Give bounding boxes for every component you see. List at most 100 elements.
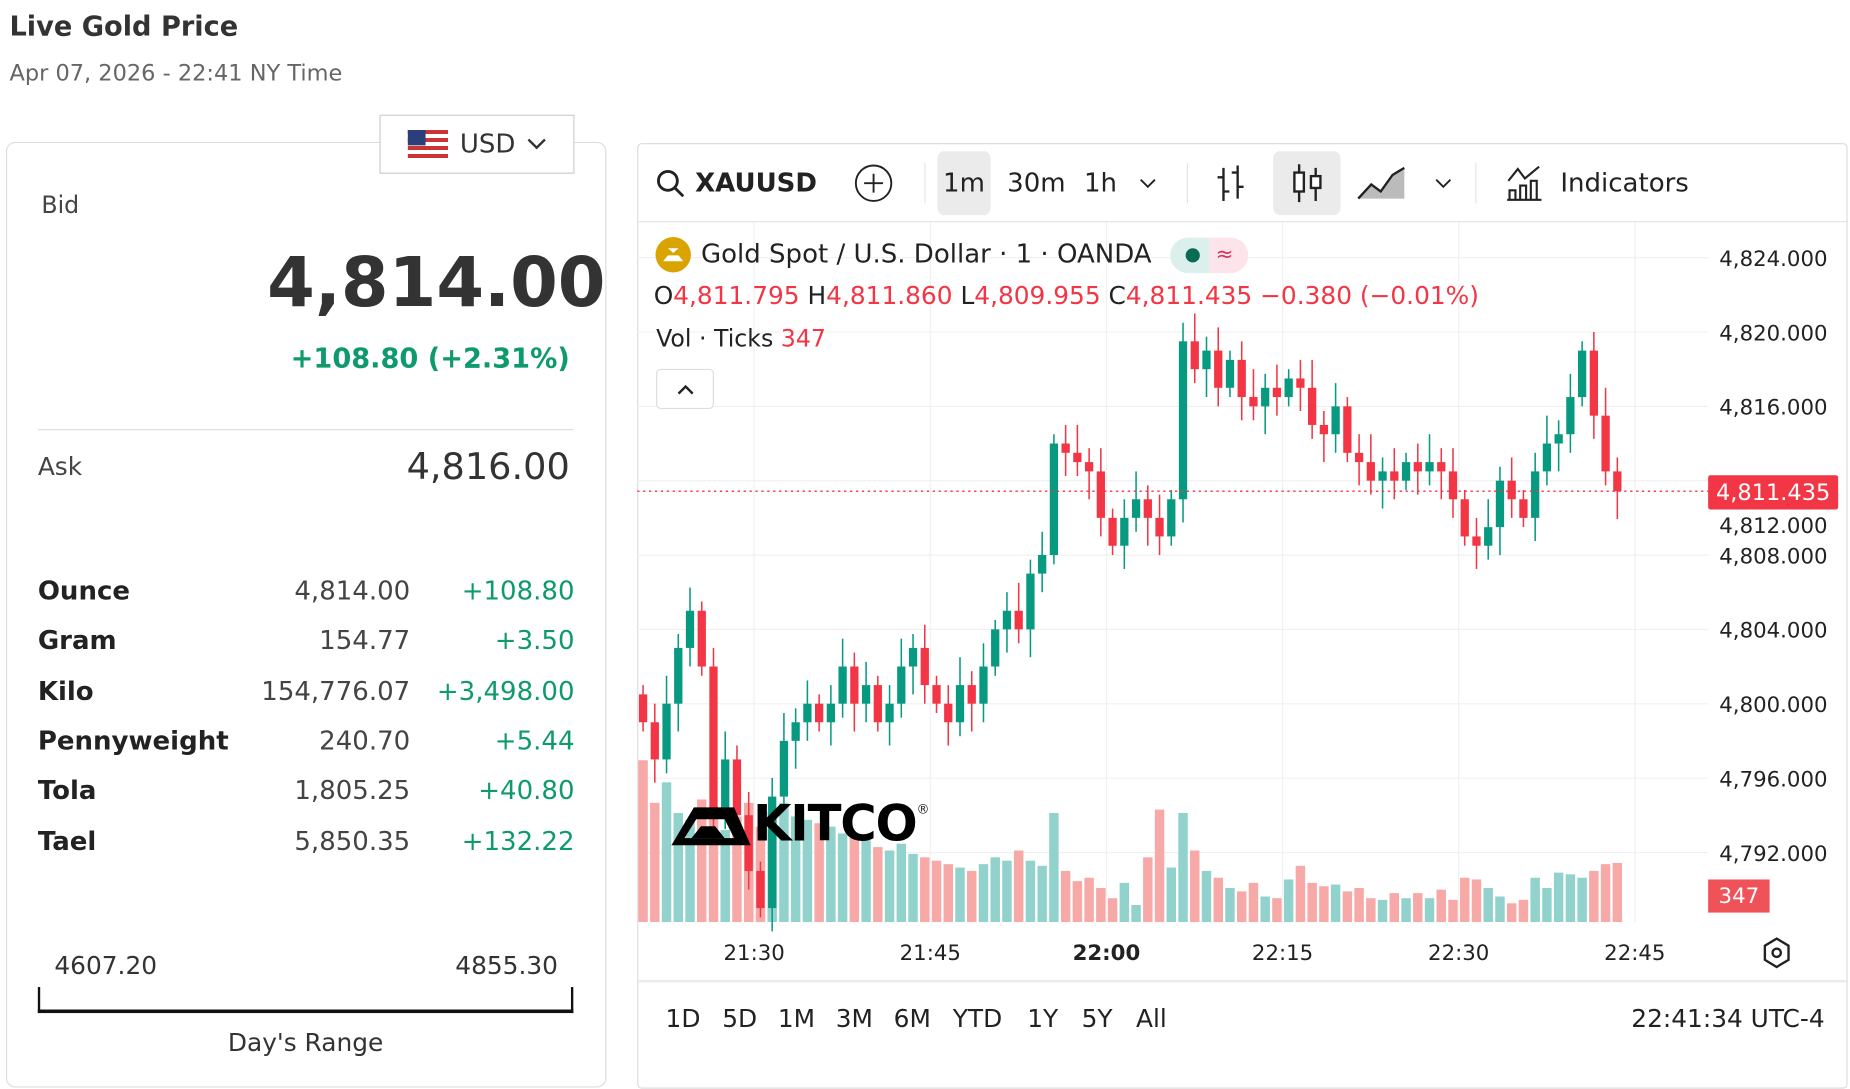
volume-bar [1354,887,1364,923]
volume-bar [1178,813,1188,923]
range-5y[interactable]: 5Y [1081,1004,1113,1034]
candle-body [826,703,836,723]
range-1d[interactable]: 1D [665,1004,701,1034]
volume-bar [697,799,707,923]
interval-1m[interactable]: 1m [937,151,991,216]
range-all[interactable]: All [1135,1004,1167,1034]
candle-body [1038,555,1047,574]
volume-bar [1013,850,1024,923]
chart-type-dropdown[interactable] [1435,151,1452,215]
volume-bar [1436,889,1446,923]
volume-bar [1377,899,1388,923]
interval-30m[interactable]: 30m [1007,168,1066,199]
last-price-label: 4,811.435 [1708,475,1839,510]
volume-bar [1506,903,1517,923]
kitco-logo: KITCO ® [668,794,930,852]
range-5d[interactable]: 5D [722,1004,758,1034]
candle-chart-type-button[interactable] [1273,151,1341,216]
y-tick-label: 4,812.000 [1719,514,1827,539]
range-1m[interactable]: 1M [777,1004,816,1034]
candle-body [1237,359,1246,398]
candle-body [838,666,847,704]
volume-bar [1096,887,1106,923]
candle-body [1613,471,1622,492]
y-tick-label: 4,816.000 [1719,396,1827,421]
volume-bar [1190,850,1200,923]
symbol-label: XAUUSD [695,168,818,199]
bar-chart-type-button[interactable] [1213,151,1248,215]
volume-bar [1471,879,1482,923]
volume-bar [1483,887,1493,923]
unit-value: 154.77 [319,626,411,657]
candle-body [1495,480,1505,528]
volume-bar [1107,898,1118,923]
candle-body [1178,341,1188,500]
x-tick-label: 22:30 [1428,941,1489,966]
y-tick-label: 4,792.000 [1719,842,1827,867]
chart-settings-button[interactable] [1761,936,1792,974]
candle-body [861,685,871,704]
area-chart-type-button[interactable] [1357,151,1407,215]
candle-body [955,685,965,723]
unit-change: +3,498.00 [436,676,575,707]
volume-bar [1295,865,1306,923]
range-ytd[interactable]: YTD [952,1004,1003,1034]
candle-body [1448,471,1458,500]
last-volume-label: 347 [1708,879,1770,913]
x-tick-label: 21:30 [724,941,785,966]
interval-dropdown[interactable] [1140,151,1157,215]
price-chart[interactable]: 21:30 21:45 22:00 22:15 22:30 22:45 4,824.000 4… [637,222,1847,979]
volume-bar [1002,860,1012,923]
collapse-legend-button[interactable] [656,368,714,410]
unit-value: 154,776.07 [261,676,411,707]
indicators-button[interactable]: Indicators [1506,151,1689,215]
ask-price: 4,816.00 [406,445,570,489]
volume-bar [1307,882,1317,923]
x-tick-label: 22:00 [1073,941,1141,966]
volume-bar [1131,905,1141,923]
volume-bar [1166,867,1177,923]
currency-dropdown[interactable]: USD [379,114,575,174]
volume-bar [1589,870,1599,923]
range-1y[interactable]: 1Y [1027,1004,1059,1034]
candle-body [709,666,718,816]
candle-body [1296,378,1305,388]
datetime: Apr 07, 2026 - 22:41 NY Time [9,60,343,87]
candle-body [1589,350,1598,416]
volume-bar [1272,898,1282,923]
volume-bar [720,830,730,923]
volume-bar [1342,891,1353,923]
compare-button[interactable] [853,151,893,215]
unit-change: +132.22 [461,826,575,857]
unit-value: 240.70 [319,726,411,757]
volume-legend: Vol · Ticks 347 [656,323,826,353]
range-6m[interactable]: 6M [893,1004,931,1034]
volume-bar [1213,877,1223,923]
volume-bar [732,816,742,923]
currency-label: USD [459,129,516,159]
volume-bar [1119,882,1130,923]
page-title: Live Gold Price [9,11,239,43]
volume-bar [849,836,860,923]
candle-body [721,759,730,816]
range-3m[interactable]: 3M [835,1004,873,1034]
candle-body [697,610,706,667]
candle-body [1143,499,1152,518]
symbol-search[interactable]: XAUUSD [655,151,817,215]
market-status-pill[interactable]: ≈ [1170,237,1249,273]
delayed-data-icon: ≈ [1215,242,1234,268]
candle-body [768,796,777,909]
bid-change: +108.80 (+2.31%) [290,343,570,375]
volume-bar [1389,893,1400,923]
candle-body [1519,499,1528,518]
candle-body [1425,462,1434,472]
volume-bar [1236,891,1247,923]
candle-body [1120,517,1129,546]
chart-clock: 22:41:34 UTC-4 [1631,1004,1825,1034]
indicators-label: Indicators [1560,168,1689,199]
unit-name: Gram [37,626,117,657]
candle-body [1096,471,1105,518]
volume-bar [884,850,895,923]
candle-body [1366,462,1375,481]
interval-1h[interactable]: 1h [1083,168,1118,199]
